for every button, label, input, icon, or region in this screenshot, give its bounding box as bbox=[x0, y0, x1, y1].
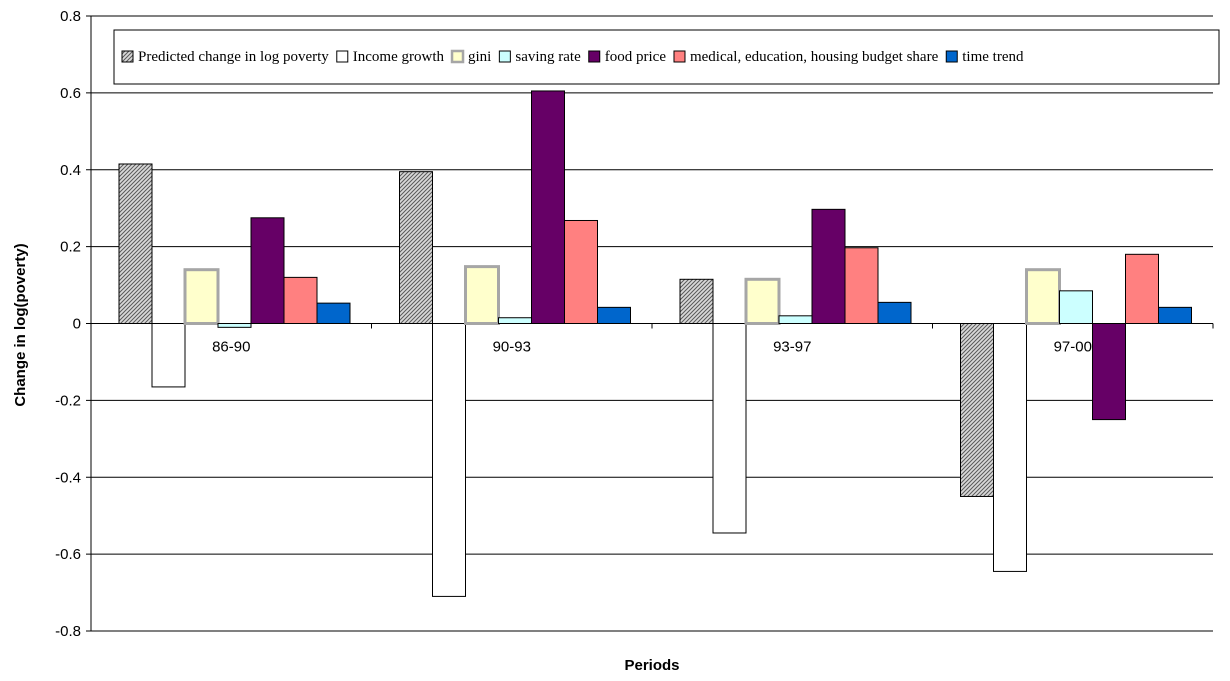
legend-label: Predicted change in log poverty bbox=[138, 49, 329, 65]
y-axis-title: Change in log(poverty) bbox=[12, 243, 29, 406]
bar bbox=[118, 163, 153, 324]
legend-swatch bbox=[673, 50, 686, 63]
bar bbox=[744, 277, 781, 325]
legend: Predicted change in log poverty Income gr… bbox=[113, 29, 1220, 85]
category-label: 97-00 bbox=[1054, 339, 1092, 356]
x-axis-title: Periods bbox=[624, 657, 679, 674]
bar bbox=[1059, 290, 1093, 324]
legend-label: Income growth bbox=[353, 49, 445, 65]
legend-swatch bbox=[498, 50, 511, 63]
bar bbox=[250, 217, 285, 324]
bar bbox=[811, 208, 846, 324]
bar bbox=[1158, 306, 1192, 325]
legend-label: time trend bbox=[962, 49, 1024, 65]
bar bbox=[316, 302, 351, 324]
bar bbox=[1125, 253, 1159, 324]
legend-swatch bbox=[450, 49, 465, 64]
y-tick-label: 0.2 bbox=[60, 239, 81, 256]
legend-box bbox=[113, 29, 1220, 85]
bar bbox=[877, 301, 912, 324]
y-tick-label: -0.4 bbox=[55, 469, 81, 486]
legend-label: medical, education, housing budget share bbox=[690, 49, 939, 65]
y-tick-labels: 0.8 0.6 0.4 0.2 0 -0.2 -0.4 -0.6 -0.8 bbox=[55, 8, 81, 640]
legend-swatch bbox=[121, 50, 134, 63]
bar bbox=[1025, 268, 1061, 325]
bar bbox=[597, 306, 631, 325]
bar bbox=[183, 268, 220, 325]
bar bbox=[993, 323, 1027, 572]
category-labels: 86-90 90-93 93-97 97-00 bbox=[212, 339, 1092, 356]
category-label: 90-93 bbox=[493, 339, 531, 356]
y-tick-label: -0.6 bbox=[55, 546, 81, 563]
legend-swatch bbox=[336, 50, 349, 63]
y-tick-label: -0.8 bbox=[55, 623, 81, 640]
legend-label: saving rate bbox=[515, 49, 581, 65]
bar bbox=[531, 90, 565, 324]
bar bbox=[464, 265, 500, 325]
bar bbox=[283, 276, 318, 324]
category-label: 93-97 bbox=[773, 339, 811, 356]
legend-label: food price bbox=[605, 49, 667, 65]
bar bbox=[151, 323, 186, 388]
bar bbox=[1092, 323, 1126, 421]
legend-label: gini bbox=[468, 49, 491, 65]
bar bbox=[564, 219, 598, 324]
bar bbox=[399, 171, 433, 324]
y-tick-label: 0.8 bbox=[60, 8, 81, 25]
y-tick-label: 0.6 bbox=[60, 85, 81, 102]
legend-swatch bbox=[588, 50, 601, 63]
bar bbox=[712, 323, 747, 534]
bar bbox=[498, 317, 532, 324]
bar bbox=[960, 323, 994, 497]
y-tick-label: 0.4 bbox=[60, 162, 81, 179]
bar bbox=[432, 323, 466, 597]
bar bbox=[844, 247, 879, 324]
y-tick-label: -0.2 bbox=[55, 392, 81, 409]
category-label: 86-90 bbox=[212, 339, 250, 356]
bar bbox=[778, 315, 813, 324]
legend-swatch bbox=[945, 50, 958, 63]
y-tick-label: 0 bbox=[73, 316, 81, 333]
bar bbox=[217, 323, 252, 328]
axes bbox=[86, 15, 1214, 632]
bar bbox=[679, 278, 714, 324]
bars bbox=[118, 90, 1192, 597]
